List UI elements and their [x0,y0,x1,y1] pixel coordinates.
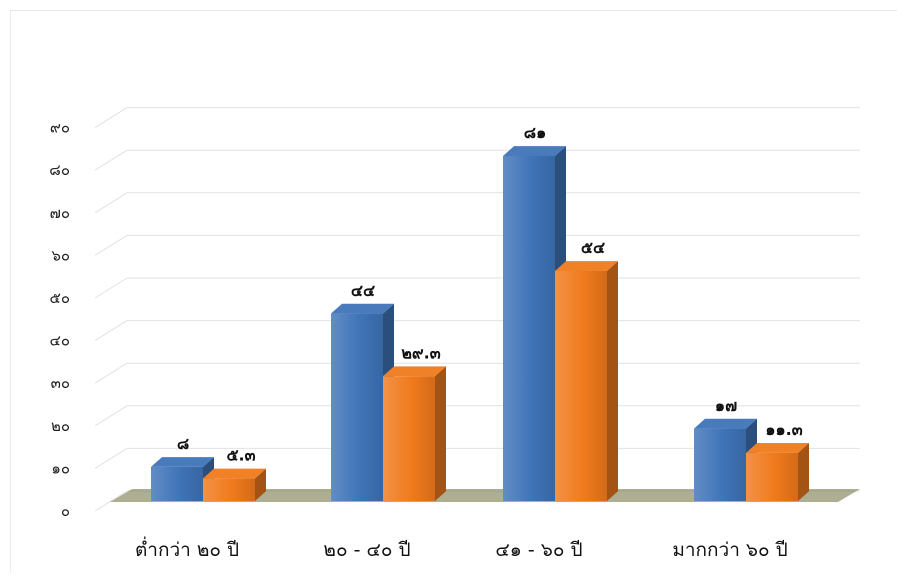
bar-top [203,468,266,479]
bar-top [694,418,757,429]
data-label: ๘๑ [524,123,547,142]
x-tick-label: ต่ำกว่า ๒๐ ปี [135,536,239,561]
data-label: ๔๔ [351,281,375,300]
bar [555,270,607,501]
x-tick-label: มากกว่า ๖๐ ปี [672,539,787,561]
bar-top [331,303,394,314]
gridline-depth [94,234,128,256]
data-label: ๑๗ [715,396,737,415]
y-tick-label: ๘๐ [49,161,70,179]
x-tick-label: ๔๑ - ๖๐ ปี [495,539,582,561]
bar-top [151,457,214,467]
bar-side [255,468,266,501]
y-tick-label: ๒๐ [51,417,70,435]
y-tick-label: ๖๐ [51,246,70,264]
y-tick-label: ๑๐ [51,459,70,477]
y-tick-label: ๙๐ [50,119,70,137]
y-tick-label: ๗๐ [50,204,70,222]
bar [383,376,435,501]
gridline-depth [94,107,128,129]
x-tick-label: ๒๐ - ๔๐ ปี [323,539,410,561]
bar-side [798,443,809,501]
bar [503,155,555,501]
bar [694,428,746,501]
y-tick-label: ๔๐ [49,332,70,350]
data-label: ๑๑.๓ [765,420,802,439]
data-label: ๘ [177,434,189,453]
y-tick-label: ๐ [61,502,70,520]
gridline-depth [94,362,128,384]
gridline-depth [94,149,128,171]
bar-top [555,261,618,271]
gridline-depth [94,447,128,469]
data-label: ๕๔ [581,238,605,257]
bar [203,478,255,501]
bar [331,313,383,501]
gridline-depth [94,490,128,512]
gridline-depth [94,192,128,214]
bar [151,466,203,501]
bar-top [383,366,446,377]
bar-top [503,146,566,156]
y-tick-label: ๓๐ [51,374,70,392]
chart-floor [110,489,860,502]
bar [746,452,798,501]
bar-side [435,366,446,501]
bar-side [607,261,618,501]
gridline-depth [94,405,128,427]
bar-top [746,443,809,453]
data-label: ๒๙.๓ [401,343,440,362]
data-label: ๕.๓ [226,446,255,465]
chart-frame [10,10,897,573]
gridline-depth [94,320,128,342]
y-tick-label: ๕๐ [49,289,70,307]
gridline-depth [94,277,128,299]
